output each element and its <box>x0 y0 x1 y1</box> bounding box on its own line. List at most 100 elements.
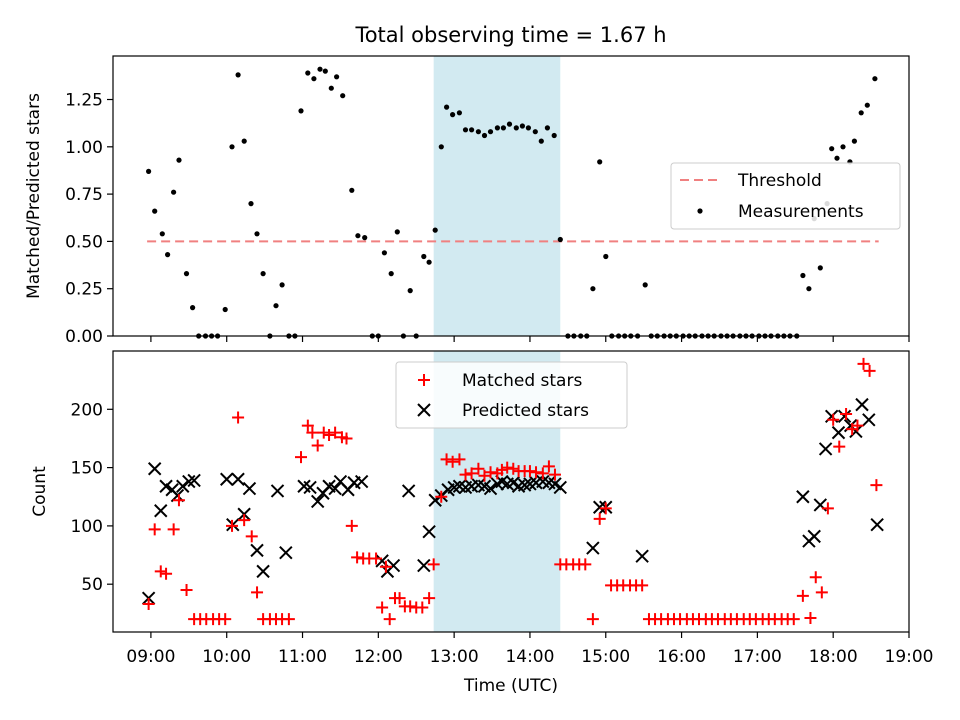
matched-point <box>167 523 180 536</box>
matched-point <box>542 460 555 473</box>
matched-point <box>796 589 809 602</box>
matched-point <box>160 567 173 580</box>
matched-point <box>472 462 485 475</box>
measurement-point <box>322 68 328 74</box>
bottom-y-axis-label: Count <box>30 466 50 517</box>
predicted-point <box>870 518 884 532</box>
predicted-point <box>862 413 876 427</box>
measurement-point <box>355 233 361 239</box>
measurement-point <box>421 253 427 260</box>
predicted-point <box>386 558 401 573</box>
predicted-point <box>328 481 342 496</box>
predicted-point <box>586 541 600 555</box>
matched-point <box>586 613 599 626</box>
matched-point <box>827 413 840 426</box>
matched-point <box>219 613 232 626</box>
top-legend-box <box>670 162 901 230</box>
x-tick-label: 09:00 <box>126 647 175 667</box>
legend-matched-label: Matched stars <box>462 371 582 391</box>
measurement-point <box>864 102 870 108</box>
measurement-point <box>469 127 475 133</box>
bottom-legend: Matched stars Predicted stars <box>395 361 628 429</box>
measurement-point <box>444 104 450 110</box>
matched-point <box>370 552 383 565</box>
y-tick-label: 150 <box>71 459 103 479</box>
y-tick-label: 0.25 <box>65 280 103 300</box>
legend-matched-swatch <box>418 374 430 386</box>
predicted-point <box>401 484 416 498</box>
matched-point <box>536 467 549 480</box>
predicted-point <box>796 490 810 504</box>
matched-point <box>548 468 561 481</box>
matched-point <box>863 364 876 377</box>
predicted-point <box>231 472 245 486</box>
matched-point <box>404 600 417 613</box>
measurement-point <box>388 271 394 277</box>
matched-point <box>453 453 466 466</box>
measurement-point <box>642 282 648 288</box>
matched-point <box>851 419 864 432</box>
predicted-point <box>187 473 201 488</box>
matched-point <box>501 461 514 474</box>
matched-point <box>787 613 800 626</box>
matched-point <box>833 440 846 453</box>
matched-point <box>329 426 342 439</box>
x-tick-label: 14:00 <box>505 647 554 667</box>
y-tick-label: 100 <box>71 517 103 537</box>
matched-point <box>495 463 508 476</box>
legend-predicted-label: Predicted stars <box>462 401 589 421</box>
measurement-point <box>858 110 864 116</box>
matched-point <box>440 453 453 466</box>
predicted-point <box>303 480 317 495</box>
measurement-point <box>407 288 413 294</box>
legend-threshold-label: Threshold <box>737 171 822 191</box>
x-tick-label: 18:00 <box>809 647 858 667</box>
bottom-frame <box>112 350 910 633</box>
measurement-point <box>235 72 241 78</box>
measurement-point <box>317 66 323 72</box>
top-legend: Threshold Measurements <box>670 162 901 230</box>
matched-point <box>416 601 429 614</box>
predicted-point <box>182 474 196 489</box>
matched-point <box>301 419 314 432</box>
matched-point <box>311 439 324 452</box>
measurement-point <box>426 259 432 265</box>
measurement-point <box>279 282 285 288</box>
measurement-point <box>557 236 563 243</box>
matched-point <box>579 558 592 571</box>
measurement-point <box>349 187 355 193</box>
y-tick-label: 200 <box>71 400 103 420</box>
measurement-point <box>590 286 596 292</box>
matched-point <box>376 601 389 614</box>
predicted-point <box>422 525 436 539</box>
measurement-point <box>500 125 506 131</box>
measurement-point <box>506 121 513 127</box>
x-tick-label: 15:00 <box>581 647 630 667</box>
measurement-point <box>513 125 519 131</box>
matched-point <box>379 560 392 573</box>
matched-point <box>815 586 828 599</box>
y-tick-label: 50 <box>81 575 103 595</box>
measurement-point <box>152 208 158 214</box>
measurement-point <box>159 231 165 237</box>
measurement-point <box>260 271 266 277</box>
predicted-point <box>807 529 821 544</box>
predicted-point <box>447 480 461 495</box>
predicted-point <box>517 478 532 492</box>
measurement-point <box>438 144 444 150</box>
predicted-point <box>592 500 607 514</box>
predicted-point <box>818 442 833 456</box>
matched-point <box>427 558 440 571</box>
matched-point <box>446 455 459 468</box>
bottom-panel: 50 100 150 200 09:00 10:00 11:00 12:00 13:00 14:… <box>30 350 934 696</box>
measurement-point <box>328 85 334 91</box>
matched-point <box>599 502 612 515</box>
measurement-point <box>241 138 247 144</box>
predicted-point <box>256 564 270 579</box>
matched-point <box>295 451 308 464</box>
predicted-point <box>154 504 168 518</box>
measurement-point <box>362 235 368 241</box>
measurement-point <box>394 229 400 235</box>
legend-measurements-label: Measurements <box>738 202 864 222</box>
